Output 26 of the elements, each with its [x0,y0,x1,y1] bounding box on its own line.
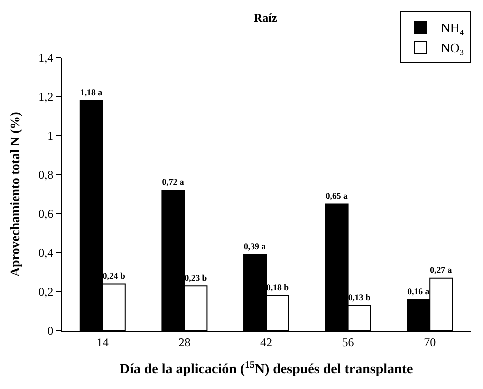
data-label: 1,18 a [80,87,104,98]
data-label: 0,16 a [408,286,430,296]
legend-label: NH₄ [441,20,465,36]
x-axis-title: Día de la aplicación ($^{15}$N) después del transplante [120,360,414,378]
y-axis-title: Aprovechamiento total N (%) [8,112,23,277]
x-tick-label: 42 [260,335,272,350]
y-tick-label: 1,2 [38,90,54,104]
legend-label: NO₃ [441,40,464,56]
data-label: 0,72 a [162,177,185,188]
y-tick-label: 0,2 [38,285,54,300]
y-tick-label: 0,4 [38,246,54,260]
y-tick-label: 1 [48,129,54,144]
x-tick-label: 28 [178,335,191,350]
x-tick-label: 14 [96,335,109,350]
y-tick-label: 0,8 [38,168,54,182]
data-label: 0,39 a [244,242,267,252]
data-label: 0,27 a [430,264,453,275]
y-tick-label: 1,4 [38,51,54,66]
data-label: 0,65 a [326,190,348,201]
y-tick-label: 0 [48,324,54,338]
x-tick-label: 70 [424,335,436,350]
data-label: 0,23 b [184,272,208,283]
x-tick-label: 56 [342,335,354,350]
y-tick-label: 0,6 [38,207,54,222]
data-label: 0,18 b [266,282,290,292]
chart-title: Raíz [254,11,278,26]
